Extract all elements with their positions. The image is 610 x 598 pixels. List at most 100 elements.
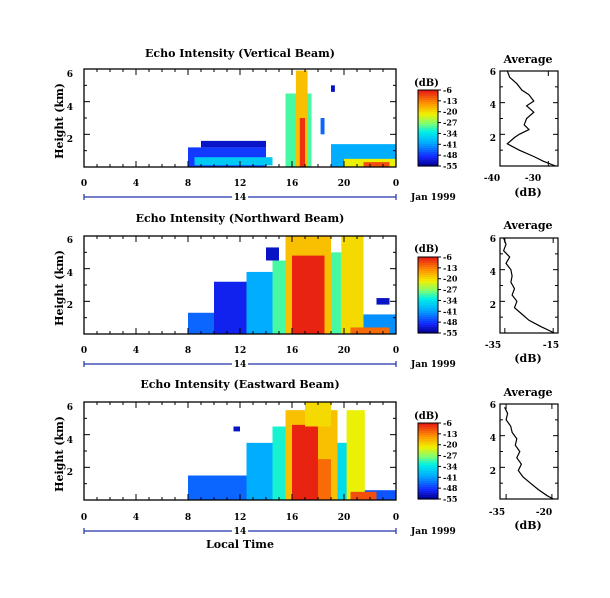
colorbar-swatch <box>418 325 438 328</box>
colorbar-swatch <box>418 469 438 472</box>
colorbar-swatch <box>418 98 438 101</box>
echo-cell <box>194 157 273 166</box>
colorbar-swatch <box>418 479 438 482</box>
colorbar-swatch <box>418 126 438 129</box>
colorbar-swatch <box>418 497 438 500</box>
echo-cell <box>266 247 279 261</box>
echo-cell <box>341 236 364 334</box>
colorbar-swatch <box>418 132 438 135</box>
colorbar-swatch <box>418 144 438 147</box>
colorbar-swatch <box>418 481 438 484</box>
profile-x-tick: -20 <box>536 508 552 518</box>
echo-cell <box>363 162 390 167</box>
x-tick-label: 4 <box>133 513 139 523</box>
colorbar-swatch <box>418 96 438 99</box>
colorbar-swatch <box>418 307 438 310</box>
x-tick-label: 12 <box>234 513 247 523</box>
x-tick-label: 20 <box>338 346 351 356</box>
chart-title: Echo Intensity (Northward Beam) <box>136 212 345 225</box>
echo-cell <box>292 255 325 334</box>
colorbar-swatch <box>418 136 438 139</box>
x-tick-label: 12 <box>234 179 247 189</box>
colorbar-tick-label: -41 <box>443 472 457 482</box>
colorbar-tick-label: -41 <box>443 139 457 149</box>
echo-cell <box>350 327 390 334</box>
profile-title: Average <box>502 219 552 232</box>
colorbar-swatch <box>418 303 438 306</box>
colorbar-swatch <box>418 455 438 458</box>
colorbar-swatch <box>418 329 438 332</box>
y-tick-label: 6 <box>67 236 73 246</box>
colorbar-swatch <box>418 124 438 127</box>
chart-title: Echo Intensity (Vertical Beam) <box>145 47 335 60</box>
colorbar-swatch <box>418 291 438 294</box>
colorbar-swatch <box>418 447 438 450</box>
x-tick-label: 8 <box>185 513 191 523</box>
colorbar: -6-13-20-27-34-41-48-55 <box>417 418 458 504</box>
date-bar: 14 <box>83 525 397 537</box>
colorbar-swatch <box>418 275 438 278</box>
colorbar-swatch <box>418 118 438 121</box>
colorbar-tick-label: -27 <box>443 451 457 461</box>
x-tick-label: 20 <box>338 513 351 523</box>
colorbar-swatch <box>418 443 438 446</box>
colorbar-unit: (dB) <box>414 244 439 255</box>
colorbar-swatch <box>418 130 438 133</box>
colorbar-tick-label: -6 <box>443 85 452 95</box>
colorbar-swatch <box>418 120 438 123</box>
date-label: 14 <box>234 360 247 370</box>
date-label: 14 <box>234 193 247 203</box>
y-tick-label: 4 <box>67 103 73 113</box>
y-axis-label: Height (km) <box>53 250 66 326</box>
colorbar-swatch <box>418 259 438 262</box>
colorbar-swatch <box>418 140 438 143</box>
colorbar-swatch <box>418 102 438 105</box>
echo-cell <box>320 118 325 135</box>
y-tick-label: 6 <box>67 70 73 80</box>
y-tick-label: 2 <box>67 301 73 311</box>
date-bar: 14 <box>83 358 397 370</box>
colorbar-swatch <box>418 467 438 470</box>
colorbar-swatch <box>418 477 438 480</box>
colorbar-swatch <box>418 489 438 492</box>
colorbar-swatch <box>418 441 438 444</box>
panel-vertical-beam: Echo Intensity (Vertical Beam) Height (k… <box>53 47 559 203</box>
colorbar-swatch <box>418 116 438 119</box>
average-profile-plot <box>499 237 559 334</box>
colorbar-swatch <box>418 152 438 155</box>
colorbar-swatch <box>418 315 438 318</box>
x-tick-label: 0 <box>81 346 87 356</box>
colorbar-tick-label: -27 <box>443 285 457 295</box>
colorbar: -6-13-20-27-34-41-48-55 <box>417 85 458 171</box>
colorbar-swatch <box>418 459 438 462</box>
colorbar-tick-label: -20 <box>443 440 458 450</box>
echo-cell <box>331 85 335 92</box>
colorbar-swatch <box>418 483 438 486</box>
colorbar-swatch <box>418 158 438 161</box>
profile-y-tick: 2 <box>490 134 496 144</box>
colorbar-tick-label: -20 <box>443 274 458 284</box>
colorbar-swatch <box>418 150 438 153</box>
colorbar-tick-label: -34 <box>443 128 458 138</box>
profile-x-tick: -35 <box>489 508 505 518</box>
colorbar-swatch <box>418 257 438 260</box>
y-tick-label: 2 <box>67 468 73 478</box>
y-axis-label: Height (km) <box>53 416 66 492</box>
colorbar-swatch <box>418 122 438 125</box>
colorbar-tick-label: -34 <box>443 461 458 471</box>
profile-title: Average <box>502 53 552 66</box>
colorbar-swatch <box>418 138 438 141</box>
profile-x-tick: -40 <box>484 174 500 184</box>
colorbar-swatch <box>418 154 438 157</box>
profile-y-tick: 4 <box>490 268 496 278</box>
colorbar-swatch <box>418 309 438 312</box>
panel-eastward-beam: Echo Intensity (Eastward Beam) Height (k… <box>53 378 559 537</box>
colorbar-swatch <box>418 114 438 117</box>
colorbar-swatch <box>418 281 438 284</box>
colorbar-unit: (dB) <box>414 78 439 89</box>
colorbar-swatch <box>418 465 438 468</box>
profile-x-label: (dB) <box>514 352 541 365</box>
heatmap-plot-area <box>83 401 397 501</box>
colorbar-tick-label: -6 <box>443 418 452 428</box>
